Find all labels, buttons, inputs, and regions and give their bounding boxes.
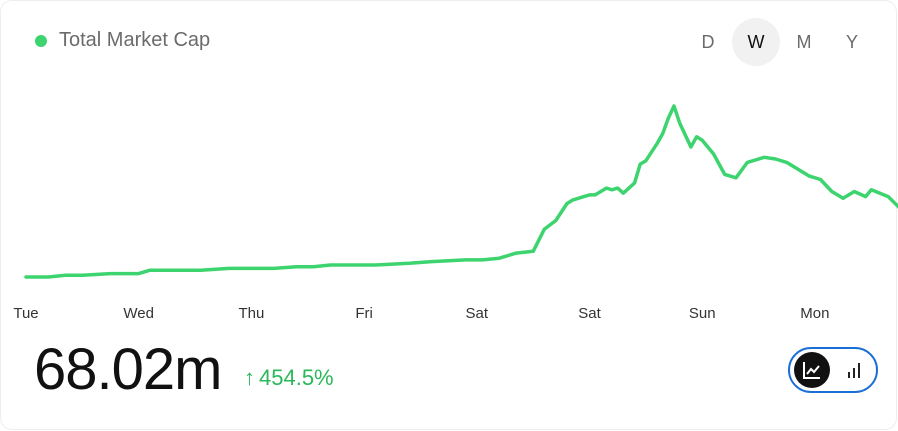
chart-type-toggle — [788, 347, 878, 393]
x-tick-label: Sun — [689, 305, 716, 322]
chart-title: Total Market Cap — [59, 29, 211, 51]
x-tick-label: Wed — [123, 305, 154, 322]
time-range-tabs: D W M Y — [684, 18, 876, 66]
x-tick-label: Fri — [355, 305, 373, 322]
range-tab-year[interactable]: Y — [845, 31, 858, 52]
x-tick-label: Sat — [578, 305, 601, 322]
bar-chart-icon — [848, 363, 860, 378]
market-cap-value: 68.02m — [34, 337, 222, 402]
line-chart-icon — [803, 362, 820, 379]
up-arrow-icon: ↑ — [244, 365, 255, 390]
range-tab-day[interactable]: D — [701, 31, 715, 52]
x-tick-label: Sat — [466, 305, 489, 322]
change-indicator: ↑ 454.5% — [244, 365, 334, 391]
x-tick-label: Thu — [238, 305, 264, 322]
series-line-0 — [24, 104, 898, 279]
x-tick-label: Mon — [800, 305, 829, 322]
range-tab-month[interactable]: M — [796, 31, 812, 52]
line-chart-button[interactable] — [794, 352, 830, 388]
legend-dot-icon — [35, 34, 47, 47]
x-tick-label: Tue — [13, 305, 38, 322]
bar-chart-button[interactable] — [836, 352, 872, 388]
change-percent: 454.5% — [259, 365, 334, 390]
range-tab-week[interactable]: W — [732, 18, 780, 66]
chart-header: Total Market Cap — [35, 29, 210, 52]
